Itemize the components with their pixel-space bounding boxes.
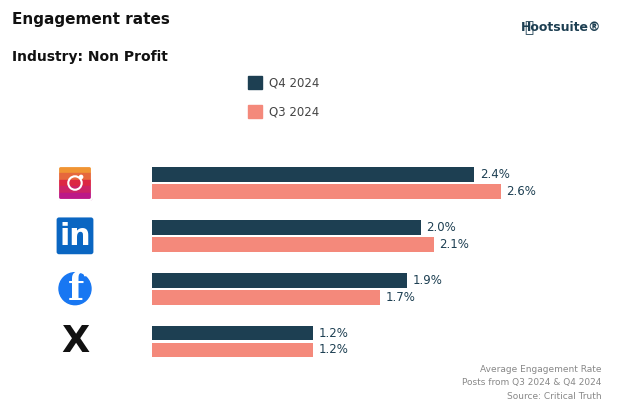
Text: X: X <box>61 323 89 360</box>
Text: Industry: Non Profit: Industry: Non Profit <box>12 50 168 64</box>
Text: 2.1%: 2.1% <box>440 238 469 251</box>
Text: 1.2%: 1.2% <box>319 344 348 356</box>
Text: 1.9%: 1.9% <box>412 274 443 287</box>
Text: 2.0%: 2.0% <box>426 221 456 234</box>
Text: Hootsuite®: Hootsuite® <box>521 21 601 33</box>
Text: 1.2%: 1.2% <box>319 327 348 339</box>
Text: in: in <box>59 222 91 251</box>
Bar <box>152 290 380 304</box>
Text: Average Engagement Rate
Posts from Q3 2024 & Q4 2024
Source: Critical Truth: Average Engagement Rate Posts from Q3 20… <box>462 365 601 401</box>
Bar <box>152 220 420 235</box>
Text: 1.7%: 1.7% <box>386 291 415 304</box>
Text: 2.6%: 2.6% <box>507 185 536 198</box>
Bar <box>152 237 434 252</box>
Circle shape <box>59 273 91 305</box>
Polygon shape <box>59 192 91 199</box>
Circle shape <box>79 176 82 178</box>
Polygon shape <box>59 167 91 173</box>
Polygon shape <box>59 173 91 180</box>
Text: 2.4%: 2.4% <box>480 168 510 181</box>
Text: Q3 2024: Q3 2024 <box>269 105 319 118</box>
Bar <box>152 325 313 340</box>
Text: f: f <box>68 271 84 308</box>
Bar <box>152 167 474 182</box>
Polygon shape <box>59 186 91 192</box>
Bar <box>152 273 407 287</box>
Text: Engagement rates: Engagement rates <box>12 12 170 27</box>
Text: Q4 2024: Q4 2024 <box>269 76 319 89</box>
Bar <box>152 342 313 357</box>
Bar <box>152 184 501 199</box>
FancyBboxPatch shape <box>56 217 94 254</box>
Text: 🦉: 🦉 <box>524 21 533 36</box>
Polygon shape <box>59 180 91 186</box>
